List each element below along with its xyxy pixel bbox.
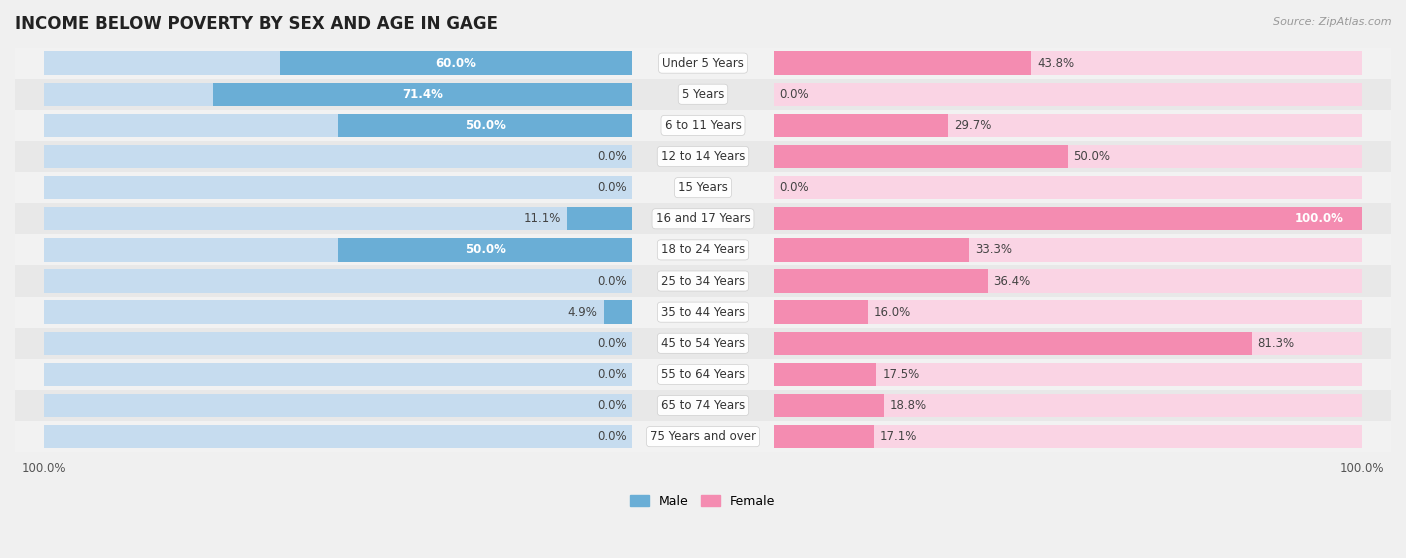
Bar xyxy=(603,300,633,324)
Bar xyxy=(773,238,1361,262)
Text: 6 to 11 Years: 6 to 11 Years xyxy=(665,119,741,132)
Bar xyxy=(773,300,868,324)
Bar xyxy=(773,145,1361,168)
Legend: Male, Female: Male, Female xyxy=(626,490,780,513)
Text: 29.7%: 29.7% xyxy=(955,119,991,132)
Bar xyxy=(15,328,1391,359)
Bar xyxy=(15,297,1391,328)
Text: 0.0%: 0.0% xyxy=(598,150,627,163)
Text: 16.0%: 16.0% xyxy=(873,306,911,319)
Bar xyxy=(773,51,1031,75)
Bar xyxy=(773,207,1361,230)
Text: 25 to 34 Years: 25 to 34 Years xyxy=(661,275,745,287)
Text: 16 and 17 Years: 16 and 17 Years xyxy=(655,212,751,225)
Text: 0.0%: 0.0% xyxy=(779,181,808,194)
Bar xyxy=(773,425,875,448)
Bar xyxy=(15,390,1391,421)
Bar xyxy=(773,207,1361,230)
Text: 5 Years: 5 Years xyxy=(682,88,724,101)
Text: 12 to 14 Years: 12 to 14 Years xyxy=(661,150,745,163)
Text: Under 5 Years: Under 5 Years xyxy=(662,56,744,70)
Bar xyxy=(45,425,633,448)
Text: 65 to 74 Years: 65 to 74 Years xyxy=(661,399,745,412)
Bar xyxy=(773,300,1361,324)
Text: 43.8%: 43.8% xyxy=(1038,56,1074,70)
Bar xyxy=(45,114,633,137)
Bar xyxy=(45,300,633,324)
Text: 36.4%: 36.4% xyxy=(994,275,1031,287)
Bar xyxy=(45,363,633,386)
Bar xyxy=(45,238,633,262)
Bar xyxy=(45,83,633,106)
Bar xyxy=(15,141,1391,172)
Bar xyxy=(773,114,1361,137)
Text: 0.0%: 0.0% xyxy=(598,368,627,381)
Text: 35 to 44 Years: 35 to 44 Years xyxy=(661,306,745,319)
Bar xyxy=(45,51,633,75)
Text: 100.0%: 100.0% xyxy=(1295,212,1344,225)
Text: 0.0%: 0.0% xyxy=(598,399,627,412)
Text: 18.8%: 18.8% xyxy=(890,399,927,412)
Text: INCOME BELOW POVERTY BY SEX AND AGE IN GAGE: INCOME BELOW POVERTY BY SEX AND AGE IN G… xyxy=(15,15,498,33)
Bar xyxy=(15,359,1391,390)
Text: 81.3%: 81.3% xyxy=(1257,337,1295,350)
Bar xyxy=(15,203,1391,234)
Text: 55 to 64 Years: 55 to 64 Years xyxy=(661,368,745,381)
Text: 17.1%: 17.1% xyxy=(880,430,917,443)
Bar xyxy=(773,363,1361,386)
Bar xyxy=(280,51,633,75)
Bar xyxy=(15,266,1391,297)
Bar xyxy=(773,114,948,137)
Text: 18 to 24 Years: 18 to 24 Years xyxy=(661,243,745,256)
Bar xyxy=(15,421,1391,452)
Text: Source: ZipAtlas.com: Source: ZipAtlas.com xyxy=(1274,17,1392,27)
Text: 50.0%: 50.0% xyxy=(1073,150,1111,163)
Bar xyxy=(45,145,633,168)
Text: 0.0%: 0.0% xyxy=(598,181,627,194)
Bar xyxy=(773,145,1067,168)
Text: 60.0%: 60.0% xyxy=(436,56,477,70)
Bar xyxy=(773,425,1361,448)
Bar xyxy=(45,207,633,230)
Bar xyxy=(45,331,633,355)
Text: 45 to 54 Years: 45 to 54 Years xyxy=(661,337,745,350)
Bar xyxy=(773,363,876,386)
Bar xyxy=(339,238,633,262)
Bar xyxy=(773,394,1361,417)
Bar xyxy=(45,394,633,417)
Bar xyxy=(567,207,633,230)
Text: 11.1%: 11.1% xyxy=(524,212,561,225)
Bar xyxy=(15,172,1391,203)
Text: 15 Years: 15 Years xyxy=(678,181,728,194)
Text: 0.0%: 0.0% xyxy=(779,88,808,101)
Bar xyxy=(212,83,633,106)
Text: 50.0%: 50.0% xyxy=(465,243,506,256)
Bar xyxy=(773,238,969,262)
Text: 17.5%: 17.5% xyxy=(883,368,920,381)
Text: 33.3%: 33.3% xyxy=(976,243,1012,256)
Bar xyxy=(15,110,1391,141)
Bar xyxy=(773,394,884,417)
Text: 71.4%: 71.4% xyxy=(402,88,443,101)
Bar xyxy=(773,331,1251,355)
Bar xyxy=(15,47,1391,79)
Text: 50.0%: 50.0% xyxy=(465,119,506,132)
Bar xyxy=(773,331,1361,355)
Bar xyxy=(773,51,1361,75)
Bar xyxy=(773,83,1361,106)
Text: 0.0%: 0.0% xyxy=(598,275,627,287)
Bar xyxy=(45,176,633,199)
Bar xyxy=(773,270,987,293)
Text: 0.0%: 0.0% xyxy=(598,430,627,443)
Text: 75 Years and over: 75 Years and over xyxy=(650,430,756,443)
Bar xyxy=(773,270,1361,293)
Text: 4.9%: 4.9% xyxy=(568,306,598,319)
Bar xyxy=(339,114,633,137)
Text: 0.0%: 0.0% xyxy=(598,337,627,350)
Bar xyxy=(45,270,633,293)
Bar xyxy=(15,234,1391,266)
Bar xyxy=(15,79,1391,110)
Bar xyxy=(773,176,1361,199)
